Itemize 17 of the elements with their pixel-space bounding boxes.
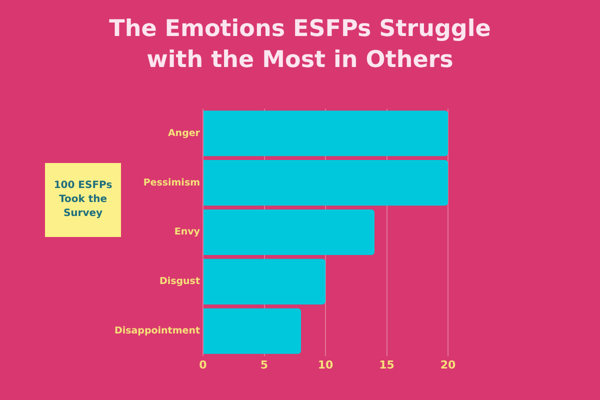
y-tick-label: Disappointment — [114, 326, 200, 337]
y-tick-label: Pessimism — [143, 177, 200, 188]
bar — [204, 160, 448, 206]
bar — [204, 258, 326, 304]
y-tick-label: Anger — [168, 128, 200, 139]
x-tick-label: 15 — [379, 358, 394, 372]
bar — [204, 308, 301, 354]
x-tick-label: 20 — [440, 358, 456, 372]
x-tick-label: 10 — [318, 358, 334, 372]
text: 100 ESFPs Took the Survey — [45, 163, 121, 237]
x-tick-label: 5 — [260, 358, 268, 372]
x-tick-label: 0 — [199, 358, 208, 372]
y-tick-label: Envy — [174, 226, 201, 238]
chart-title: The Emotions ESFPs Struggle with the Most in Others — [108, 15, 492, 75]
bar — [204, 209, 374, 256]
bar — [204, 110, 448, 156]
y-tick-label: Disgust — [159, 276, 200, 288]
